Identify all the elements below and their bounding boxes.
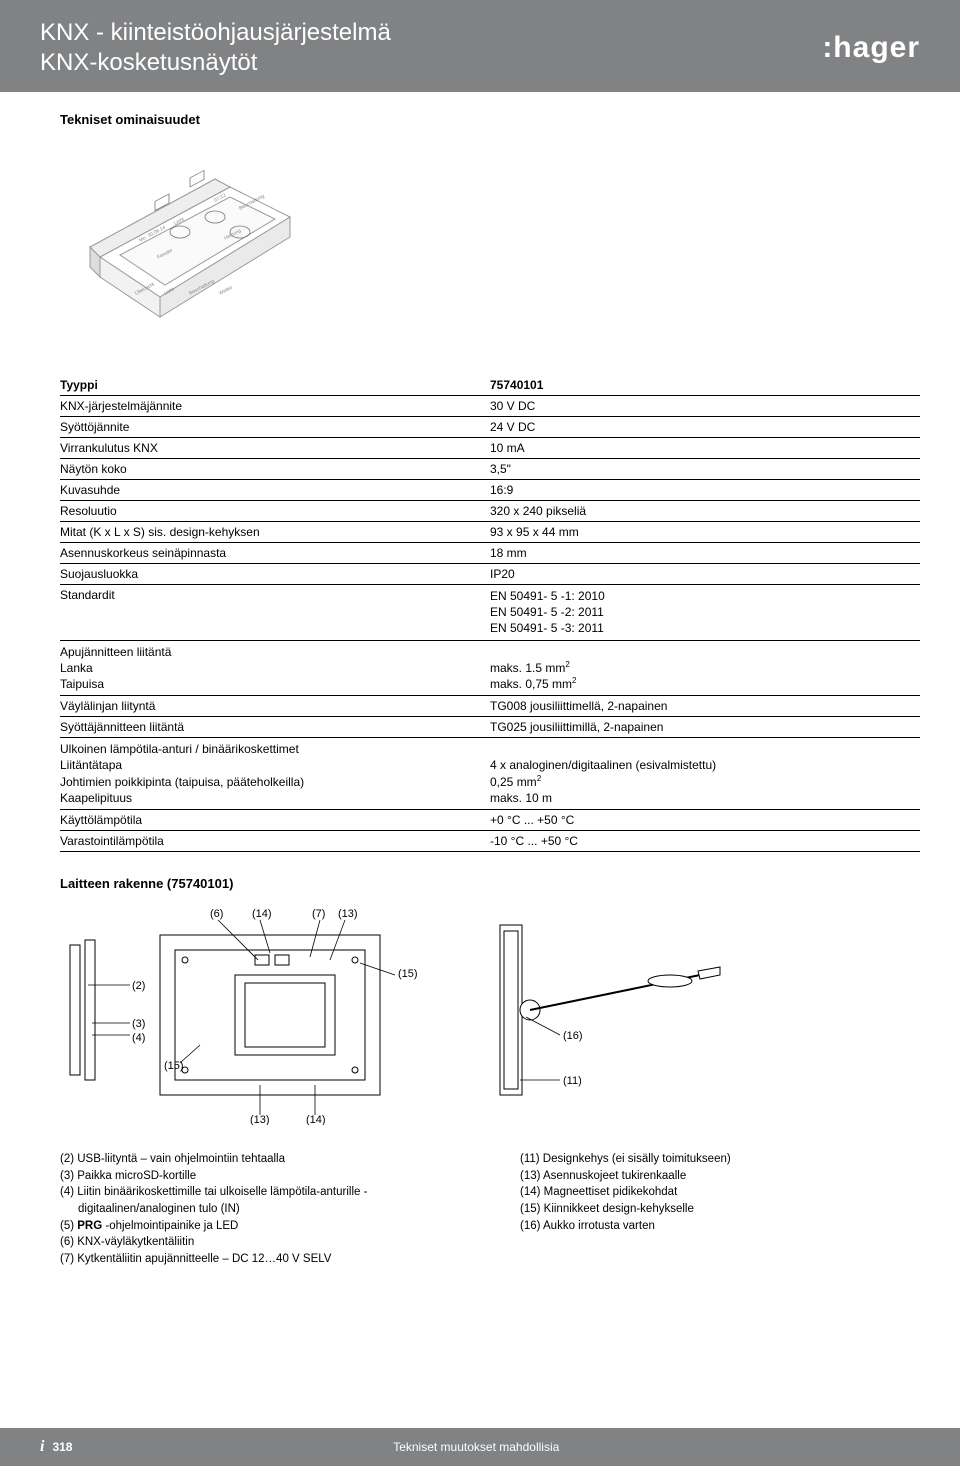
- spec-value: IP20: [490, 564, 920, 585]
- label-16: (16): [563, 1030, 583, 1042]
- legend-item: (11) Designkehys (ei sisälly toimituksee…: [520, 1151, 920, 1168]
- legend-item: (4) Liitin binäärikoskettimille tai ulko…: [60, 1184, 460, 1201]
- spec-value: maks. 1.5 mm2maks. 0,75 mm2: [490, 640, 920, 696]
- label-7: (7): [312, 908, 325, 920]
- legend-item: (16) Aukko irrotusta varten: [520, 1218, 920, 1235]
- legend-item: (7) Kytkentäliitin apujännitteelle – DC …: [60, 1251, 460, 1268]
- label-2: (2): [132, 980, 145, 992]
- label-14: (14): [252, 908, 272, 920]
- spec-head-right: 75740101: [490, 375, 920, 396]
- spec-label: Syöttöjännite: [60, 417, 490, 438]
- legend-item: (3) Paikka microSD-kortille: [60, 1168, 460, 1185]
- header-title-2: KNX-kosketusnäytöt: [40, 48, 391, 78]
- spec-value: 30 V DC: [490, 396, 920, 417]
- spec-value: 24 V DC: [490, 417, 920, 438]
- label-4: (4): [132, 1032, 145, 1044]
- legend-item: (2) USB-liityntä – vain ohjelmointiin te…: [60, 1151, 460, 1168]
- spec-label: Mitat (K x L x S) sis. design-kehyksen: [60, 522, 490, 543]
- header-titles: KNX - kiinteistöohjausjärjestelmä KNX-ko…: [40, 18, 391, 78]
- label-11: (11): [563, 1075, 582, 1087]
- spec-label: Käyttölämpötila: [60, 809, 490, 830]
- structure-title: Laitteen rakenne (75740101): [60, 876, 920, 891]
- diagram-2: (16) (11): [470, 905, 730, 1125]
- spec-label: Varastointilämpötila: [60, 830, 490, 851]
- content: Tekniset ominaisuudet Mo.: [0, 92, 960, 1268]
- svg-text:Weiter: Weiter: [218, 285, 234, 297]
- legend-left: (2) USB-liityntä – vain ohjelmointiin te…: [60, 1151, 460, 1268]
- label-3: (3): [132, 1018, 145, 1030]
- label-13b: (13): [250, 1114, 270, 1125]
- diagrams: (6) (14) (7) (13) (2) (3) (4) (15) (15) …: [60, 905, 920, 1125]
- spec-label: Resoluutio: [60, 501, 490, 522]
- spec-label: Suojausluokka: [60, 564, 490, 585]
- spec-value: 4 x analoginen/digitaalinen (esivalmiste…: [490, 738, 920, 810]
- spec-value: 93 x 95 x 44 mm: [490, 522, 920, 543]
- legend-item: (5) PRG -ohjelmointipainike ja LED: [60, 1218, 460, 1235]
- spec-label: Väylälinjan liityntä: [60, 696, 490, 717]
- spec-label: Standardit: [60, 585, 490, 641]
- spec-value: EN 50491- 5 -1: 2010EN 50491- 5 -2: 2011…: [490, 585, 920, 641]
- legend: (2) USB-liityntä – vain ohjelmointiin te…: [60, 1151, 920, 1268]
- spec-value: TG008 jousiliittimellä, 2-napainen: [490, 696, 920, 717]
- brand-logo: :hager: [822, 31, 920, 65]
- spec-value: -10 °C ... +50 °C: [490, 830, 920, 851]
- label-6: (6): [210, 908, 223, 920]
- page-footer: i 318 Tekniset muutokset mahdollisia: [0, 1428, 960, 1466]
- spec-value: 18 mm: [490, 543, 920, 564]
- spec-label: Syöttäjännitteen liitäntä: [60, 717, 490, 738]
- legend-item: (6) KNX-väyläkytkentäliitin: [60, 1234, 460, 1251]
- page-header: KNX - kiinteistöohjausjärjestelmä KNX-ko…: [0, 0, 960, 92]
- spec-head-left: Tyyppi: [60, 375, 490, 396]
- spec-value: 10 mA: [490, 438, 920, 459]
- legend-item: (13) Asennuskojeet tukirenkaalle: [520, 1168, 920, 1185]
- spec-value: 320 x 240 pikseliä: [490, 501, 920, 522]
- label-15b: (15): [398, 968, 418, 980]
- label-13: (13): [338, 908, 358, 920]
- spec-label: Apujännitteen liitäntäLankaTaipuisa: [60, 640, 490, 696]
- legend-right: (11) Designkehys (ei sisälly toimituksee…: [520, 1151, 920, 1268]
- diagram-1: (6) (14) (7) (13) (2) (3) (4) (15) (15) …: [60, 905, 430, 1125]
- spec-label: Kuvasuhde: [60, 480, 490, 501]
- spec-value: 16:9: [490, 480, 920, 501]
- info-icon: i: [40, 1438, 44, 1456]
- legend-item: (14) Magneettiset pidikekohdat: [520, 1184, 920, 1201]
- spec-label: Asennuskorkeus seinäpinnasta: [60, 543, 490, 564]
- spec-value: TG025 jousiliittimillä, 2-napainen: [490, 717, 920, 738]
- spec-label: Näytön koko: [60, 459, 490, 480]
- header-title-1: KNX - kiinteistöohjausjärjestelmä: [40, 18, 391, 48]
- legend-item: (15) Kiinnikkeet design-kehykselle: [520, 1201, 920, 1218]
- spec-label: Ulkoinen lämpötila-anturi / binäärikoske…: [60, 738, 490, 810]
- spec-table: Tyyppi 75740101 KNX-järjestelmäjännite30…: [60, 375, 920, 852]
- label-14b: (14): [306, 1114, 326, 1125]
- section-title: Tekniset ominaisuudet: [60, 112, 920, 127]
- label-15: (15): [164, 1060, 184, 1072]
- page-number: 318: [52, 1440, 72, 1454]
- footer-page: i 318: [40, 1438, 72, 1456]
- spec-value: +0 °C ... +50 °C: [490, 809, 920, 830]
- spec-value: 3,5": [490, 459, 920, 480]
- spec-label: Virrankulutus KNX: [60, 438, 490, 459]
- spec-label: KNX-järjestelmäjännite: [60, 396, 490, 417]
- legend-item: digitaalinen/analoginen tulo (IN): [60, 1201, 460, 1218]
- footer-note: Tekniset muutokset mahdollisia: [393, 1440, 559, 1454]
- product-image: Mo. 30.06.14 07:12 Licht Heizung Beschat…: [60, 147, 320, 357]
